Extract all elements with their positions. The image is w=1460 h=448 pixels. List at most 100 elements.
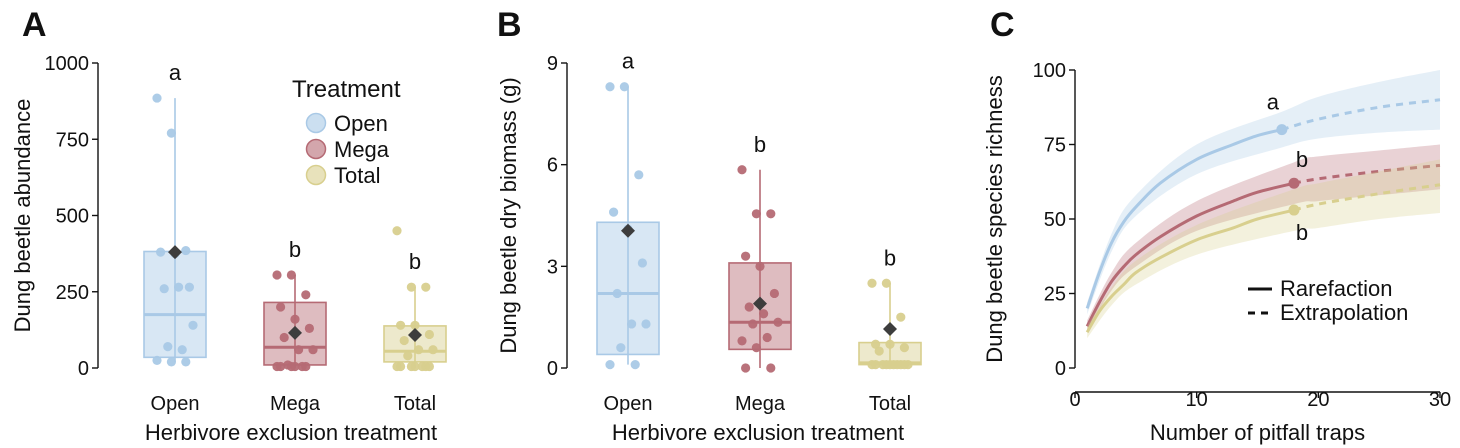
legend-label: Open [334, 111, 388, 136]
significance-letter: b [884, 245, 896, 270]
rarefaction-line [1085, 181, 1295, 327]
data-point [181, 245, 191, 256]
x-tick-label: Total [394, 393, 436, 415]
data-point [421, 282, 431, 292]
x-tick-label: Mega [270, 393, 321, 415]
y-tick-label: 1000 [45, 53, 90, 75]
data-point [605, 82, 615, 92]
y-tick-label: 9 [547, 53, 558, 75]
y-axis-label: Dung beetle abundance [10, 99, 35, 333]
y-tick-label: 50 [1044, 209, 1066, 231]
box-group-open: a Open [596, 49, 660, 415]
x-tick-label: Total [869, 393, 911, 415]
data-point [428, 345, 438, 355]
data-point [188, 320, 198, 330]
panel-letter: C [990, 6, 1015, 44]
data-point [406, 282, 416, 292]
x-axis-label: Number of pitfall traps [1150, 420, 1365, 445]
data-point [294, 345, 304, 355]
significance-letter: a [1267, 90, 1280, 115]
x-tick-label: Mega [735, 393, 786, 415]
data-point [899, 343, 910, 353]
series-mega [1085, 144, 1441, 333]
panel-a: A 0 250 500 750 1000 Dung beetle abundance a Ope… [10, 6, 447, 445]
x-tick-label: 0 [1069, 389, 1080, 411]
data-point [181, 357, 191, 367]
data-point [152, 355, 162, 365]
significance-letter: b [1296, 220, 1308, 245]
legend-label: Total [334, 163, 380, 188]
data-point [773, 317, 783, 327]
legend-swatch [305, 138, 327, 160]
data-point [616, 343, 626, 353]
data-point [867, 278, 877, 288]
box [596, 221, 660, 356]
data-point [871, 339, 881, 349]
data-point [769, 288, 780, 299]
legend-label: Extrapolation [1280, 300, 1408, 325]
data-point [276, 302, 286, 312]
y-tick-label: 0 [1055, 358, 1066, 380]
data-point [399, 335, 409, 346]
data-point [174, 282, 184, 292]
legend-label: Mega [334, 137, 390, 162]
data-point [766, 363, 776, 373]
y-tick-label: 3 [547, 256, 558, 278]
data-point [304, 323, 314, 333]
mean-marker [621, 223, 635, 238]
legend-swatch [305, 164, 327, 186]
data-point [272, 270, 282, 280]
confidence-band [1087, 159, 1440, 339]
observed-point [1288, 204, 1300, 216]
data-point [751, 343, 762, 353]
data-point [871, 360, 881, 370]
y-axis-label: Dung beetle species richness [982, 75, 1007, 362]
y-tick-label: 750 [56, 129, 89, 151]
observed-point [1288, 177, 1300, 189]
significance-letter: a [622, 49, 635, 74]
box [143, 250, 207, 359]
rarefaction-line [1085, 208, 1295, 333]
panel-letter: B [497, 6, 522, 44]
y-tick-label: 6 [547, 155, 558, 177]
data-point [759, 309, 769, 319]
data-point [163, 342, 173, 352]
data-point [301, 361, 311, 372]
data-point [637, 258, 648, 268]
data-point [762, 332, 772, 343]
data-point [290, 314, 300, 324]
extrapolation-line [1293, 163, 1441, 185]
data-point [630, 360, 640, 370]
data-point [881, 278, 892, 288]
data-point [308, 345, 318, 355]
observed-point [1276, 124, 1288, 136]
confidence-band [1087, 144, 1440, 333]
mean-marker [883, 322, 897, 337]
data-point [741, 363, 751, 373]
mean-marker [753, 296, 767, 311]
data-point [755, 261, 765, 271]
legend-swatch [305, 112, 327, 134]
data-point [177, 345, 187, 355]
box-group-mega: b Mega [263, 237, 327, 415]
data-point [744, 302, 754, 312]
legend-title: Treatment [292, 76, 401, 103]
data-point [885, 339, 895, 349]
data-point [166, 128, 176, 138]
data-point [276, 361, 286, 372]
data-point [424, 361, 434, 372]
x-axis-label: Herbivore exclusion treatment [145, 420, 437, 445]
series-open [1085, 70, 1441, 315]
y-tick-label: 0 [78, 358, 89, 380]
data-point [301, 290, 311, 300]
data-point [748, 319, 758, 329]
x-tick-label: 10 [1186, 389, 1208, 411]
data-point [627, 319, 637, 329]
box-group-open: a Open [143, 60, 207, 415]
data-point [159, 284, 169, 294]
y-tick-label: 25 [1044, 284, 1066, 306]
extrapolation-line [1293, 183, 1441, 212]
data-point [751, 209, 762, 219]
